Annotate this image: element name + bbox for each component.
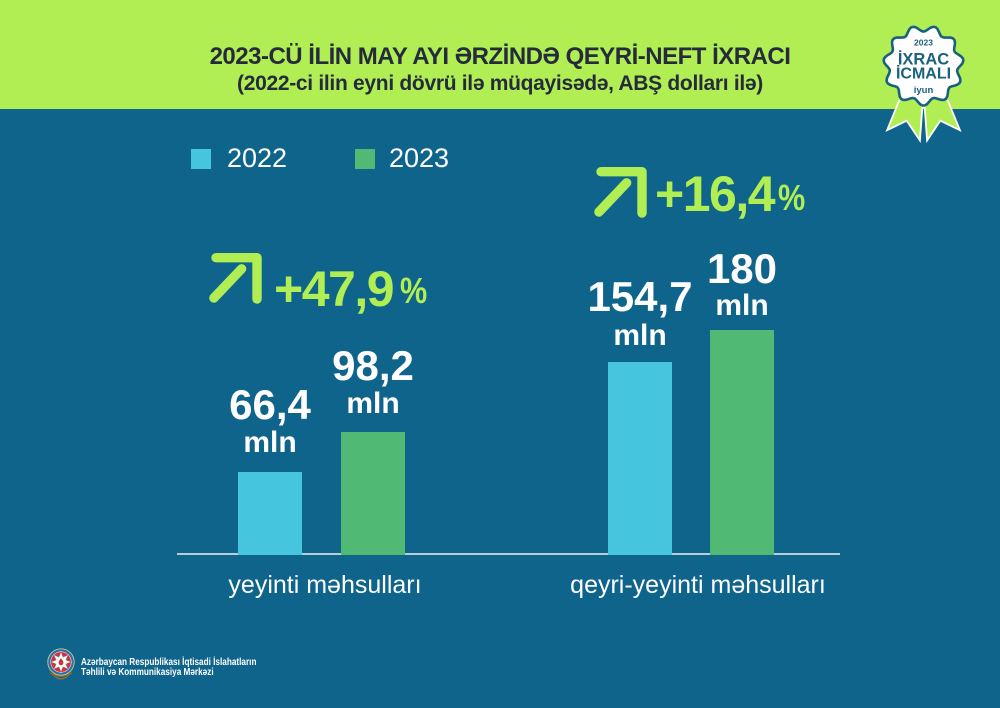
svg-text:2023: 2023 xyxy=(914,38,933,48)
svg-text:İCMALI: İCMALI xyxy=(896,65,951,83)
svg-text:İXRAC: İXRAC xyxy=(898,51,949,69)
svg-text:iyun: iyun xyxy=(914,85,934,96)
